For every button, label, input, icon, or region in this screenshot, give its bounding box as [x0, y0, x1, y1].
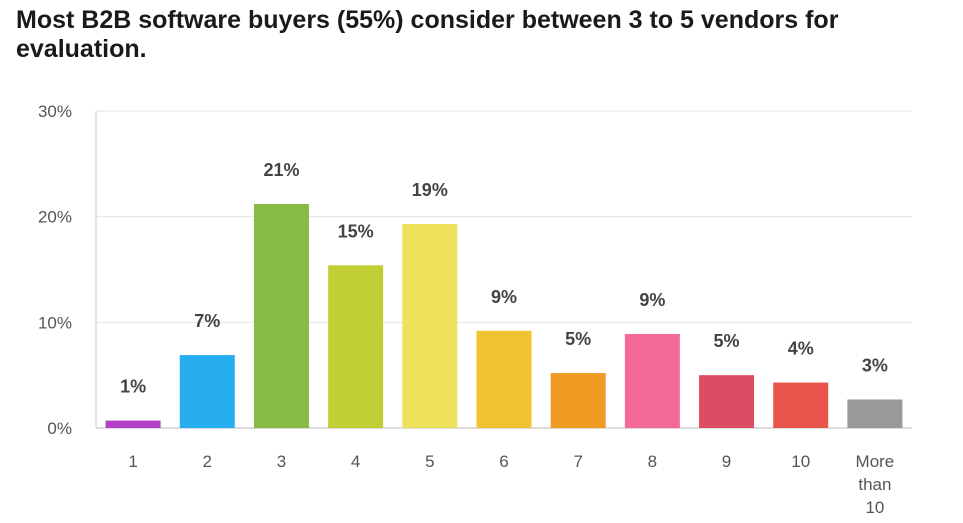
data-label: 5%: [565, 329, 591, 349]
bar: [624, 333, 680, 428]
data-label: 5%: [714, 331, 740, 351]
bar: [253, 203, 309, 428]
chart-title: Most B2B software buyers (55%) consider …: [16, 6, 839, 63]
bar: [699, 375, 755, 428]
x-tick-label: 10: [791, 452, 810, 471]
x-tick-label: 7: [573, 452, 582, 471]
bar: [328, 265, 384, 428]
bar: [773, 382, 829, 428]
bar: [847, 399, 903, 428]
bar: [402, 224, 458, 428]
x-tick-label: 3: [277, 452, 286, 471]
bar: [179, 355, 235, 428]
x-tick-label: 2: [203, 452, 212, 471]
x-tick-label: 9: [722, 452, 731, 471]
x-axis: 1 2 3 4 5 6 7 8 9 10 More than 10: [128, 452, 894, 517]
x-tick-label: 4: [351, 452, 360, 471]
data-label: 15%: [338, 221, 374, 241]
x-tick-label: More: [856, 452, 895, 471]
bars: [105, 203, 903, 428]
data-label: 19%: [412, 180, 448, 200]
bar: [550, 373, 606, 428]
x-tick-label: 10: [865, 498, 884, 517]
data-label: 9%: [491, 287, 517, 307]
x-tick-label: than: [858, 475, 891, 494]
data-labels: 1% 7% 21% 15% 19% 9% 5% 9% 5% 4% 3%: [120, 160, 888, 397]
y-tick-label: 10%: [38, 313, 72, 332]
x-tick-label: 6: [499, 452, 508, 471]
bar: [476, 330, 532, 428]
y-tick-label: 30%: [38, 102, 72, 121]
bar: [105, 420, 161, 428]
y-tick-label: 20%: [38, 208, 72, 227]
y-tick-label: 0%: [47, 419, 72, 438]
data-label: 4%: [788, 339, 814, 359]
data-label: 1%: [120, 377, 146, 397]
data-label: 7%: [194, 311, 220, 331]
data-label: 21%: [263, 160, 299, 180]
x-tick-label: 5: [425, 452, 434, 471]
data-label: 3%: [862, 355, 888, 375]
data-label: 9%: [639, 290, 665, 310]
x-tick-label: 8: [648, 452, 657, 471]
x-tick-label: 1: [128, 452, 137, 471]
